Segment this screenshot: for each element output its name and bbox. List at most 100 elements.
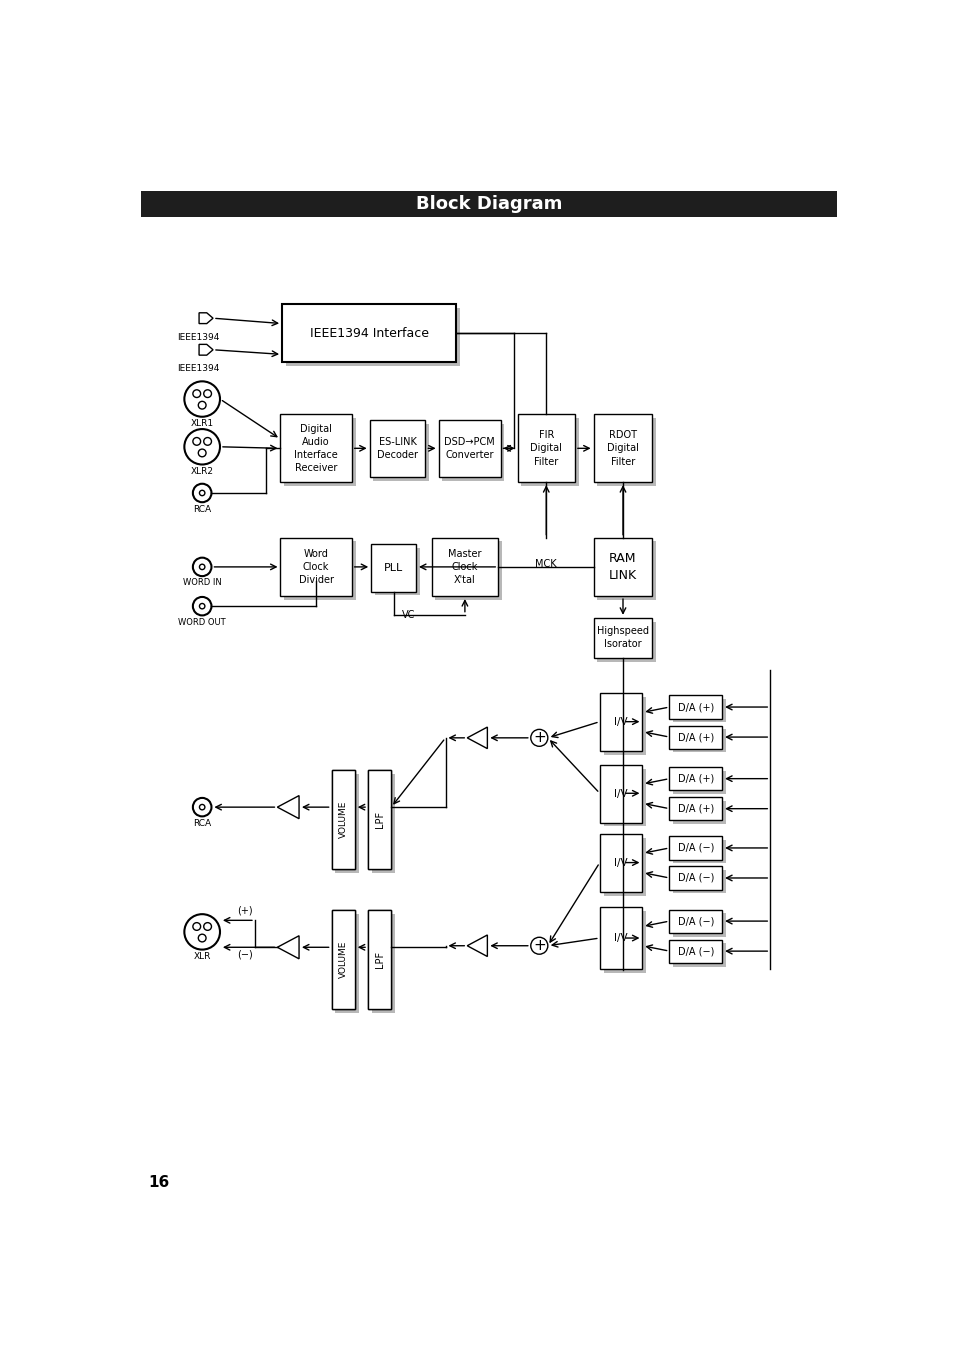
Circle shape bbox=[198, 935, 206, 942]
Text: (−): (−) bbox=[236, 950, 253, 960]
Text: VOLUME: VOLUME bbox=[338, 940, 347, 978]
Bar bbox=[673, 943, 725, 966]
Circle shape bbox=[530, 938, 547, 954]
Circle shape bbox=[198, 449, 206, 457]
Text: FIR
Digital
Filter: FIR Digital Filter bbox=[530, 430, 561, 467]
Text: WORD OUT: WORD OUT bbox=[178, 618, 226, 627]
Text: LPF: LPF bbox=[375, 951, 384, 969]
Bar bbox=[335, 774, 358, 873]
Bar bbox=[332, 911, 355, 1009]
Text: Word
Clock
Divider: Word Clock Divider bbox=[298, 549, 334, 585]
Text: IEEE1394 Interface: IEEE1394 Interface bbox=[310, 326, 428, 340]
Text: D/A (+): D/A (+) bbox=[677, 733, 713, 742]
Bar bbox=[603, 838, 645, 896]
Circle shape bbox=[199, 490, 205, 495]
Text: D/A (−): D/A (−) bbox=[677, 843, 713, 853]
Text: Block Diagram: Block Diagram bbox=[416, 196, 561, 213]
Bar bbox=[597, 418, 656, 486]
Text: VC: VC bbox=[402, 610, 416, 619]
Bar bbox=[673, 730, 725, 753]
Bar bbox=[141, 192, 836, 217]
Text: LPF: LPF bbox=[375, 811, 384, 828]
Bar bbox=[603, 697, 645, 755]
Bar bbox=[669, 797, 721, 820]
Text: Digital
Audio
Interface
Receiver: Digital Audio Interface Receiver bbox=[294, 424, 337, 473]
Circle shape bbox=[199, 603, 205, 608]
Text: +: + bbox=[533, 939, 545, 954]
Circle shape bbox=[530, 730, 547, 746]
Bar bbox=[669, 909, 721, 932]
Bar bbox=[599, 765, 641, 823]
Bar bbox=[372, 774, 395, 873]
Text: D/A (+): D/A (+) bbox=[677, 773, 713, 784]
Text: XLR1: XLR1 bbox=[191, 420, 213, 428]
Text: WORD IN: WORD IN bbox=[183, 579, 221, 587]
Bar bbox=[669, 726, 721, 749]
Text: RAM
LINK: RAM LINK bbox=[608, 552, 637, 581]
Text: D/A (+): D/A (+) bbox=[677, 804, 713, 813]
Circle shape bbox=[184, 429, 220, 464]
Bar bbox=[673, 913, 725, 936]
Bar bbox=[286, 308, 459, 366]
Bar bbox=[368, 911, 391, 1009]
Bar bbox=[442, 424, 504, 480]
Bar bbox=[599, 908, 641, 969]
Circle shape bbox=[204, 437, 212, 445]
Bar bbox=[603, 769, 645, 827]
Bar bbox=[282, 305, 456, 362]
Circle shape bbox=[204, 390, 212, 398]
Circle shape bbox=[193, 557, 212, 576]
Bar bbox=[438, 420, 500, 476]
Bar bbox=[673, 870, 725, 893]
Text: D/A (−): D/A (−) bbox=[677, 916, 713, 927]
Text: I/V: I/V bbox=[614, 789, 627, 799]
Bar bbox=[593, 618, 652, 658]
Text: (+): (+) bbox=[236, 905, 253, 916]
Text: PLL: PLL bbox=[383, 563, 403, 573]
Text: I/V: I/V bbox=[614, 858, 627, 867]
Text: Master
Clock
X'tal: Master Clock X'tal bbox=[448, 549, 481, 585]
Circle shape bbox=[193, 484, 212, 502]
Bar bbox=[332, 770, 355, 869]
Bar bbox=[517, 414, 575, 482]
Text: I/V: I/V bbox=[614, 718, 627, 727]
Bar bbox=[673, 770, 725, 795]
Text: Highspeed
Isorator: Highspeed Isorator bbox=[597, 626, 648, 649]
Bar bbox=[431, 538, 497, 596]
Circle shape bbox=[198, 402, 206, 409]
Text: I/V: I/V bbox=[614, 934, 627, 943]
Text: +: + bbox=[533, 730, 545, 746]
Circle shape bbox=[204, 923, 212, 931]
Bar bbox=[597, 541, 656, 600]
Circle shape bbox=[184, 382, 220, 417]
Text: D/A (−): D/A (−) bbox=[677, 873, 713, 884]
Bar bbox=[593, 538, 652, 596]
Bar bbox=[673, 840, 725, 863]
Bar bbox=[280, 414, 352, 482]
Bar bbox=[597, 622, 656, 661]
Bar bbox=[599, 693, 641, 751]
Bar bbox=[669, 836, 721, 859]
Bar bbox=[335, 915, 358, 1013]
Bar bbox=[373, 424, 429, 480]
Bar bbox=[669, 696, 721, 719]
Text: D/A (−): D/A (−) bbox=[677, 946, 713, 956]
Bar bbox=[673, 801, 725, 824]
Bar bbox=[368, 770, 391, 869]
Circle shape bbox=[199, 564, 205, 569]
Bar bbox=[603, 911, 645, 973]
Bar bbox=[369, 420, 425, 476]
Bar bbox=[669, 940, 721, 963]
Text: VOLUME: VOLUME bbox=[338, 801, 347, 838]
Bar bbox=[284, 541, 355, 600]
Bar bbox=[599, 834, 641, 892]
Text: RDOT
Digital
Filter: RDOT Digital Filter bbox=[606, 430, 639, 467]
Circle shape bbox=[193, 923, 200, 931]
Bar bbox=[372, 915, 395, 1013]
Bar bbox=[368, 770, 391, 869]
Text: 16: 16 bbox=[149, 1175, 170, 1190]
Text: XLR: XLR bbox=[193, 952, 211, 960]
Text: DSD→PCM
Converter: DSD→PCM Converter bbox=[444, 437, 495, 460]
Text: IEEE1394: IEEE1394 bbox=[177, 333, 219, 341]
Circle shape bbox=[193, 437, 200, 445]
